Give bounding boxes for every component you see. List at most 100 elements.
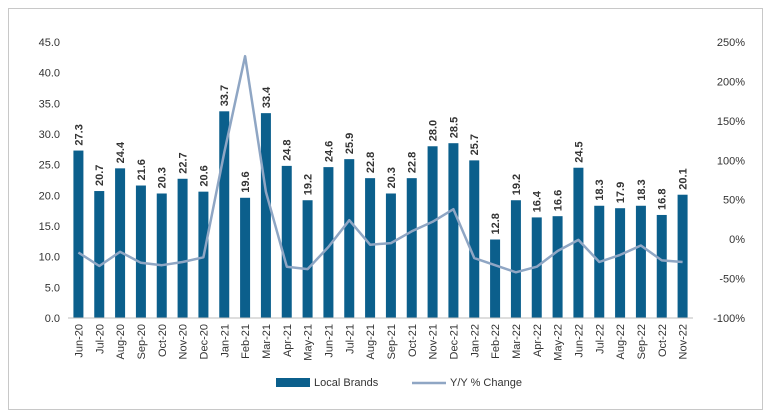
bar [635, 205, 646, 318]
x-tick-label: Jan-21 [219, 324, 231, 358]
x-tick-label: Dec-20 [198, 324, 210, 359]
legend: Local Brands Y/Y % Change [276, 377, 522, 389]
right-tick-label: 250% [717, 37, 745, 49]
x-tick-label: Jul-21 [344, 324, 356, 354]
x-tick-label: Feb-22 [490, 324, 502, 359]
bar-value-label: 19.2 [303, 174, 315, 195]
right-tick-label: 0% [729, 234, 745, 246]
bar [573, 167, 584, 318]
x-tick-label: Sep-20 [136, 324, 148, 359]
x-tick-label: Aug-21 [365, 324, 377, 359]
bar-value-label: 12.8 [490, 213, 502, 234]
bar-value-label: 19.6 [240, 171, 252, 192]
bar-value-label: 18.3 [594, 179, 606, 200]
x-tick-label: Mar-22 [511, 324, 523, 359]
right-tick-label: -100% [713, 313, 745, 325]
bar-value-label: 24.8 [282, 139, 294, 160]
x-tick-label: Nov-22 [678, 324, 690, 359]
x-tick-label: Sep-22 [636, 324, 648, 359]
left-tick-label: 40.0 [39, 68, 60, 80]
bar-value-label: 18.3 [636, 179, 648, 200]
bar [677, 194, 688, 318]
bar-value-label: 16.6 [553, 190, 565, 211]
bar [365, 178, 376, 318]
bar-value-label: 25.7 [469, 134, 481, 155]
right-tick-label: 200% [717, 76, 745, 88]
x-tick-label: Oct-21 [407, 324, 419, 357]
left-tick-label: 45.0 [39, 37, 60, 49]
x-tick-label: Jun-20 [73, 324, 85, 358]
bar [260, 113, 271, 318]
left-y-axis: 0.0 5.0 10.0 15.0 20.0 25.0 30.0 35.0 40.0 45.0 [39, 37, 60, 325]
x-tick-label: Dec-21 [448, 324, 460, 359]
bar-value-label: 28.0 [428, 120, 440, 141]
bar [177, 178, 188, 318]
x-tick-label: Jul-22 [594, 324, 606, 354]
bar-value-label: 33.4 [261, 86, 273, 108]
x-tick-label: Oct-20 [157, 324, 169, 357]
bar-value-label: 20.3 [157, 167, 169, 188]
bar [281, 165, 292, 318]
x-tick-label: May-22 [553, 324, 565, 361]
bar [219, 111, 230, 318]
legend-label-bar: Local Brands [314, 377, 379, 389]
x-tick-label: Jul-20 [94, 324, 106, 354]
x-tick-label: May-21 [303, 324, 315, 361]
bar-value-label: 19.2 [511, 174, 523, 195]
bar [115, 168, 126, 318]
bar-series [73, 111, 688, 318]
bar-value-label: 28.5 [448, 117, 460, 138]
right-tick-label: 100% [717, 155, 745, 167]
bar [552, 216, 563, 318]
bar-value-label: 21.6 [136, 159, 148, 180]
bar [135, 185, 146, 318]
x-tick-label: Aug-20 [115, 324, 127, 359]
left-tick-label: 15.0 [39, 221, 60, 233]
bar [73, 150, 84, 318]
bar [490, 239, 501, 318]
x-tick-label: Oct-22 [657, 324, 669, 357]
bar-value-label: 22.7 [178, 152, 190, 173]
left-tick-label: 10.0 [39, 252, 60, 264]
left-tick-label: 20.0 [39, 190, 60, 202]
bar-value-label: 16.8 [657, 189, 669, 210]
left-tick-label: 30.0 [39, 129, 60, 141]
data-labels: 27.3 20.7 24.4 21.6 20.3 22.7 20.6 33.7 19.6 33.4… [73, 85, 689, 235]
legend-swatch-bar [276, 378, 310, 387]
x-tick-label: Apr-22 [532, 324, 544, 357]
legend-label-line: Y/Y % Change [450, 377, 522, 389]
x-tick-label: Nov-20 [178, 324, 190, 359]
bar [427, 146, 438, 318]
bar [656, 214, 667, 318]
x-tick-label: Nov-21 [428, 324, 440, 359]
bar-value-label: 16.4 [532, 190, 544, 212]
bar [469, 160, 480, 318]
bar [615, 208, 626, 318]
x-tick-label: Jun-21 [323, 324, 335, 358]
x-tick-label: Sep-21 [386, 324, 398, 359]
x-tick-label: Aug-22 [615, 324, 627, 359]
bar [385, 193, 396, 318]
bar [94, 191, 105, 318]
bar [323, 167, 334, 318]
x-tick-label: Jun-22 [573, 324, 585, 358]
right-y-axis: -100% -50% 0% 50% 100% 150% 200% 250% [713, 37, 745, 325]
right-tick-label: 50% [723, 195, 745, 207]
bar-value-label: 24.4 [115, 141, 127, 163]
x-tick-label: Apr-21 [282, 324, 294, 357]
x-tick-label: Mar-21 [261, 324, 273, 359]
left-tick-label: 5.0 [45, 282, 60, 294]
bar [448, 143, 459, 318]
bar-value-label: 20.3 [386, 167, 398, 188]
yoy-change-line [77, 54, 683, 274]
bar-value-label: 22.8 [407, 152, 419, 173]
bar-value-label: 27.3 [73, 124, 85, 145]
bar-value-label: 33.7 [219, 85, 231, 106]
bar [240, 197, 251, 318]
bar-value-label: 25.9 [344, 133, 356, 154]
bar-value-label: 22.8 [365, 152, 377, 173]
right-tick-label: 150% [717, 116, 745, 128]
x-axis: Jun-20 Jul-20 Aug-20 Sep-20 Oct-20 Nov-20 Dec-… [68, 317, 693, 361]
bar-value-label: 17.9 [615, 182, 627, 203]
